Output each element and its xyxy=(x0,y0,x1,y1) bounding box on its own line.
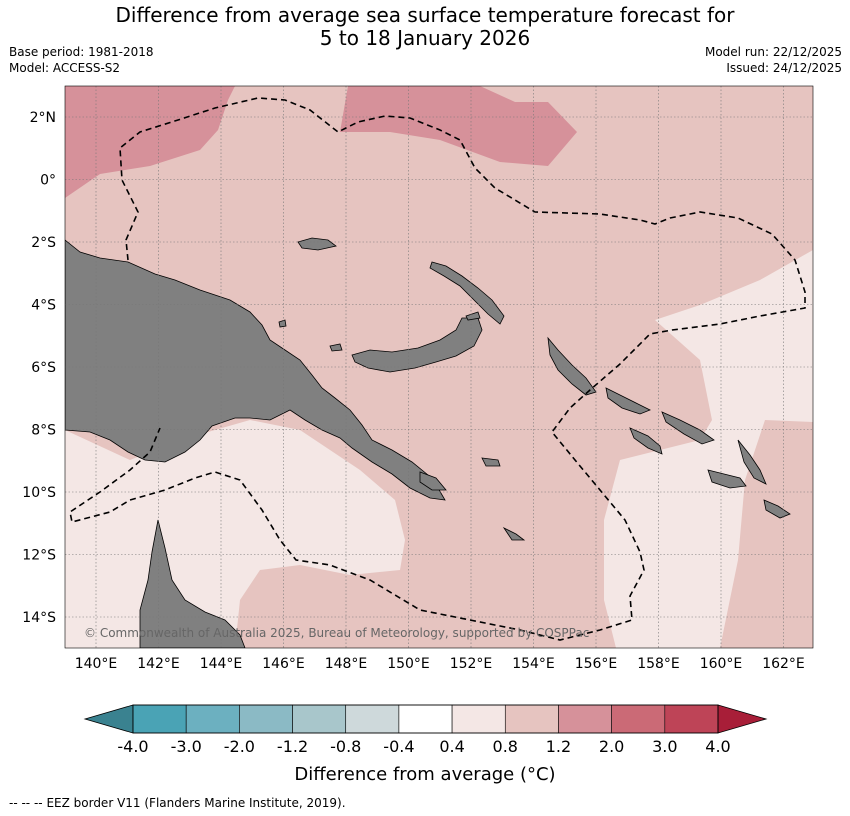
anomaly-fill-1p2-2p0-west xyxy=(65,86,235,198)
land-santa-isabel xyxy=(661,411,715,445)
colorbar-tick-label: -2.0 xyxy=(224,737,255,756)
land-new-guinea xyxy=(65,239,446,501)
lat-label: 2°N xyxy=(30,110,56,126)
land-malaita xyxy=(737,439,767,485)
lon-label: 148°E xyxy=(325,656,368,672)
colorbar-tick-label: 2.0 xyxy=(599,737,624,756)
colorbar: -4.0 -3.0 -2.0 -1.2 -0.8 -0.4 0.4 0.8 1.2 2.0 3.0 4… xyxy=(83,704,768,785)
eez-line-symbol: -- -- -- xyxy=(9,796,43,810)
land-guadalcanal xyxy=(707,469,747,489)
eez-border xyxy=(69,97,806,641)
lon-label: 156°E xyxy=(575,656,618,672)
land-duke-of-york xyxy=(465,311,481,321)
land-dentrecasteaux xyxy=(419,471,447,491)
lat-label: 14°S xyxy=(22,610,56,626)
title-line-1: Difference from average sea surface temp… xyxy=(115,3,735,27)
model-name: Model: ACCESS-S2 xyxy=(9,61,121,75)
colorbar-tick-label: 1.2 xyxy=(546,737,571,756)
map-title: Difference from average sea surface temp… xyxy=(0,4,850,50)
colorbar-bin xyxy=(345,704,400,734)
model-run: Model run: 22/12/2025 xyxy=(704,45,842,59)
colorbar-tick-label: 0.8 xyxy=(493,737,518,756)
colorbar-under-arrow xyxy=(83,704,134,734)
copyright-text: © Commonwealth of Australia 2025, Bureau… xyxy=(84,626,589,640)
lon-label: 140°E xyxy=(75,656,118,672)
colorbar-over-arrow xyxy=(717,704,768,734)
colorbar-tick-label: -0.8 xyxy=(330,737,361,756)
lon-label: 158°E xyxy=(637,656,680,672)
colorbar-bin xyxy=(664,704,719,734)
colorbar-bin xyxy=(239,704,293,734)
land-karkar xyxy=(278,319,287,328)
colorbar-tick-label: 3.0 xyxy=(652,737,677,756)
colorbar-bin xyxy=(185,704,240,734)
lat-label: 6°S xyxy=(31,360,56,376)
meta-right: Model run: 22/12/2025 Issued: 24/12/2025 xyxy=(705,44,842,76)
colorbar-bin xyxy=(132,704,187,734)
longitude-labels: 140°E 142°E 144°E 146°E 148°E 150°E 152°… xyxy=(75,656,805,672)
lon-label: 160°E xyxy=(700,656,743,672)
land-new-georgia xyxy=(629,427,663,455)
lat-label: 8°S xyxy=(31,423,56,439)
base-period: Base period: 1981-2018 xyxy=(9,45,154,59)
land-long-island xyxy=(329,343,343,352)
lat-label: 10°S xyxy=(22,485,56,501)
title-line-2: 5 to 18 January 2026 xyxy=(319,26,531,50)
lat-label: 4°S xyxy=(31,298,56,314)
colorbar-tick-label: -0.4 xyxy=(383,737,414,756)
colorbar-bin xyxy=(398,704,453,734)
colorbar-bin xyxy=(451,704,506,734)
eez-note-text: EEZ border V11 (Flanders Marine Institut… xyxy=(46,796,346,810)
lon-label: 146°E xyxy=(262,656,305,672)
lat-label: 2°S xyxy=(31,235,56,251)
colorbar-bin xyxy=(611,704,666,734)
land-choiseul xyxy=(605,387,651,415)
land-new-britain xyxy=(351,317,483,373)
anomaly-fill-0p4-0p8-east xyxy=(604,250,813,648)
lon-label: 150°E xyxy=(387,656,430,672)
gridlines xyxy=(65,86,813,648)
land-new-ireland xyxy=(429,261,505,325)
land-trobriand xyxy=(481,457,501,467)
colorbar-tick-label: -1.2 xyxy=(277,737,308,756)
issued-date: Issued: 24/12/2025 xyxy=(726,61,842,75)
meta-left: Base period: 1981-2018 Model: ACCESS-S2 xyxy=(9,44,154,76)
colorbar-bin xyxy=(292,704,347,734)
colorbar-bin xyxy=(504,704,559,734)
map-frame xyxy=(64,85,814,649)
colorbar-label: Difference from average (°C) xyxy=(294,764,555,785)
lon-label: 144°E xyxy=(200,656,243,672)
land-louisiade xyxy=(502,526,526,541)
lon-label: 152°E xyxy=(450,656,493,672)
colorbar-tick-label: -3.0 xyxy=(171,737,202,756)
land-bougainville xyxy=(547,336,597,396)
legend-note: -- -- -- EEZ border V11 (Flanders Marine… xyxy=(9,796,346,810)
land-cape-york xyxy=(139,519,246,648)
lon-label: 154°E xyxy=(512,656,555,672)
lon-label: 142°E xyxy=(137,656,180,672)
colorbar-tick-label: 4.0 xyxy=(705,737,730,756)
colorbar-tick-label: 0.4 xyxy=(439,737,464,756)
colorbar-tick-label: -4.0 xyxy=(117,737,148,756)
colorbar-frame xyxy=(132,704,719,734)
lon-label: 162°E xyxy=(762,656,805,672)
colorbar-bin xyxy=(558,704,612,734)
lat-label: 0° xyxy=(40,173,56,189)
lat-label: 12°S xyxy=(22,548,56,564)
anomaly-fill-1p2-2p0-north xyxy=(340,86,577,166)
land-manus xyxy=(297,237,337,251)
latitude-labels: 2°N 0° 2°S 4°S 6°S 8°S 10°S 12°S 14°S xyxy=(22,110,56,626)
